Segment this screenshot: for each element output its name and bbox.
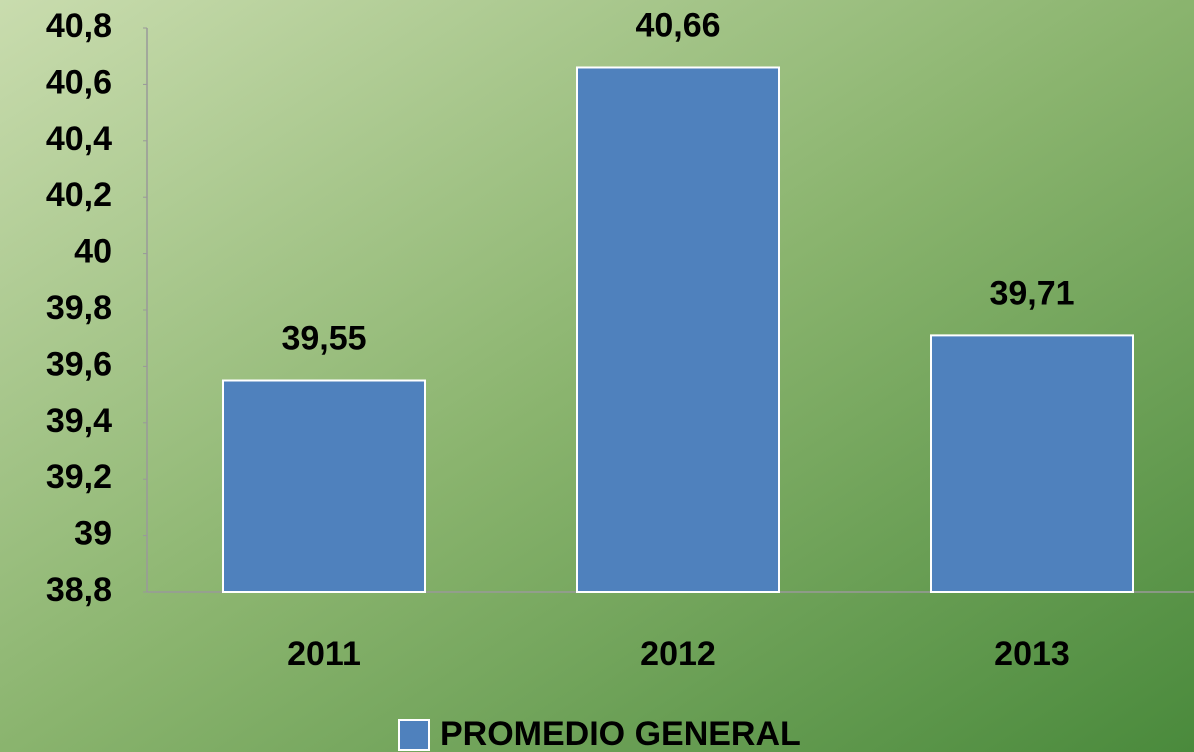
legend-label: PROMEDIO GENERAL xyxy=(440,715,801,752)
y-tick-label: 40,4 xyxy=(46,120,112,158)
y-tick-label: 39,4 xyxy=(46,402,112,440)
x-tick-label: 2011 xyxy=(287,635,361,673)
data-label: 40,66 xyxy=(635,6,720,44)
y-tick-label: 39,2 xyxy=(46,458,112,496)
bar xyxy=(930,334,1134,593)
bar xyxy=(222,379,426,593)
y-tick-label: 40,2 xyxy=(46,176,112,214)
y-tick-label: 39,6 xyxy=(46,345,112,383)
y-tick-label: 40,8 xyxy=(46,7,112,45)
y-tick-label: 39 xyxy=(74,515,112,553)
legend-swatch xyxy=(398,719,430,751)
x-tick-label: 2012 xyxy=(640,635,716,673)
y-tick-label: 40 xyxy=(74,233,112,271)
y-tick-label: 39,8 xyxy=(46,289,112,327)
data-label: 39,55 xyxy=(281,319,366,357)
y-tick-label: 40,6 xyxy=(46,63,112,101)
data-label: 39,71 xyxy=(989,274,1074,312)
y-tick-label: 38,8 xyxy=(46,571,112,609)
bar xyxy=(576,66,780,594)
x-tick-label: 2013 xyxy=(994,635,1070,673)
